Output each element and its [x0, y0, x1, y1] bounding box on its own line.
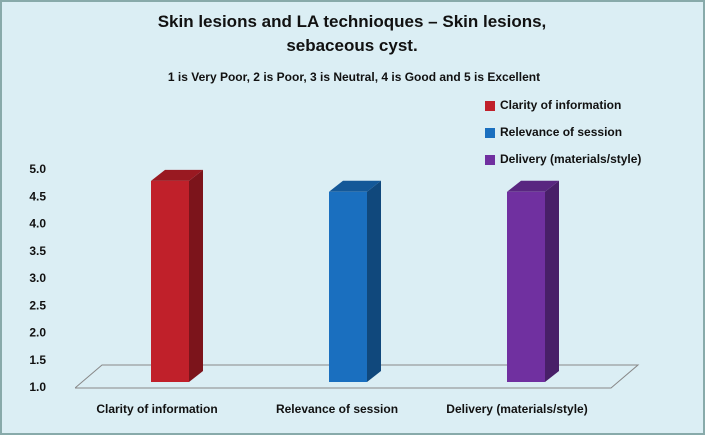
x-tick-label: Clarity of information	[96, 402, 217, 416]
legend-label: Clarity of information	[500, 98, 621, 112]
chart-subtitle: 1 is Very Poor, 2 is Poor, 3 is Neutral,…	[168, 70, 540, 84]
bar-side	[367, 180, 381, 382]
legend-swatch	[485, 128, 495, 138]
bar-top	[507, 180, 559, 192]
chart-title: Skin lesions and LA technioques – Skin l…	[157, 12, 547, 55]
y-tick-label: 4.0	[29, 217, 46, 231]
bar	[329, 191, 367, 382]
y-tick-label: 1.0	[29, 380, 46, 394]
y-tick-label: 1.5	[29, 353, 46, 367]
bar-side	[545, 180, 559, 382]
y-tick-label: 2.0	[29, 326, 46, 340]
bar	[507, 191, 545, 382]
bar	[151, 180, 189, 382]
y-tick-label: 3.5	[29, 244, 46, 258]
legend-label: Delivery (materials/style)	[500, 152, 641, 166]
x-tick-label: Relevance of session	[276, 402, 398, 416]
bar-side	[189, 169, 203, 382]
y-tick-label: 4.5	[29, 189, 46, 203]
bar-top	[329, 180, 381, 192]
legend-swatch	[485, 155, 495, 165]
y-tick-label: 3.0	[29, 271, 46, 285]
y-tick-label: 5.0	[29, 162, 46, 176]
bar-top	[151, 169, 203, 181]
legend-swatch	[485, 101, 495, 111]
y-tick-label: 2.5	[29, 298, 46, 312]
x-tick-label: Delivery (materials/style)	[446, 402, 587, 416]
legend-label: Relevance of session	[500, 125, 622, 139]
